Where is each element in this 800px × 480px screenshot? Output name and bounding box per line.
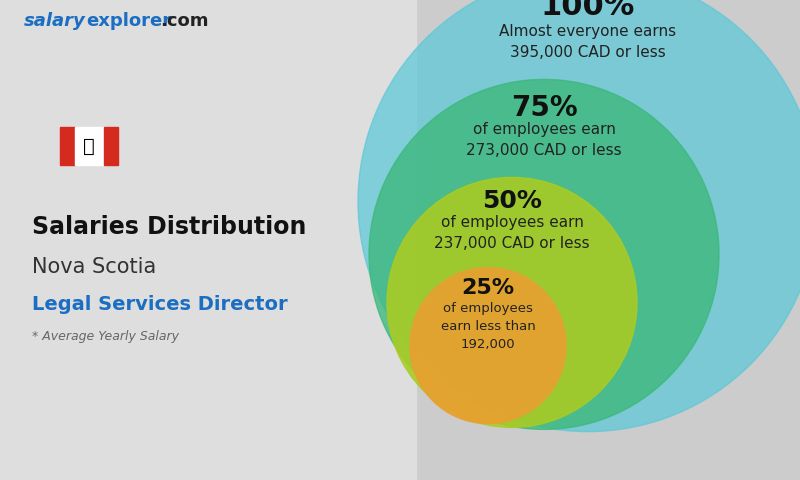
Circle shape bbox=[369, 79, 719, 430]
Circle shape bbox=[358, 0, 800, 432]
Text: Salaries Distribution: Salaries Distribution bbox=[32, 215, 306, 239]
Circle shape bbox=[387, 178, 637, 427]
Text: of employees
earn less than
192,000: of employees earn less than 192,000 bbox=[441, 301, 535, 350]
Text: Nova Scotia: Nova Scotia bbox=[32, 257, 156, 277]
Text: 100%: 100% bbox=[541, 0, 635, 21]
Bar bbox=[103, 127, 118, 165]
Text: Almost everyone earns
395,000 CAD or less: Almost everyone earns 395,000 CAD or les… bbox=[499, 24, 677, 60]
Bar bbox=[74, 127, 103, 165]
Text: 75%: 75% bbox=[510, 95, 578, 122]
Circle shape bbox=[410, 268, 566, 423]
Text: 50%: 50% bbox=[482, 190, 542, 214]
Text: of employees earn
237,000 CAD or less: of employees earn 237,000 CAD or less bbox=[434, 216, 590, 252]
Text: salary: salary bbox=[24, 12, 86, 30]
Text: explorer: explorer bbox=[86, 12, 171, 30]
Text: * Average Yearly Salary: * Average Yearly Salary bbox=[32, 330, 179, 343]
Bar bbox=[60, 127, 74, 165]
Text: 25%: 25% bbox=[462, 277, 514, 298]
Bar bbox=[0, 0, 416, 480]
Text: Legal Services Director: Legal Services Director bbox=[32, 295, 288, 314]
Text: .com: .com bbox=[160, 12, 209, 30]
Text: of employees earn
273,000 CAD or less: of employees earn 273,000 CAD or less bbox=[466, 122, 622, 158]
Text: 🍁: 🍁 bbox=[83, 136, 95, 156]
